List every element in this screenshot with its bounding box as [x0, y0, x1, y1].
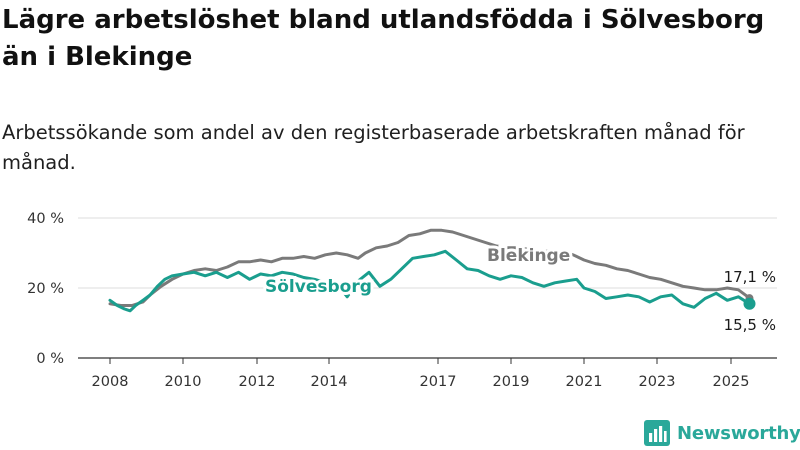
x-tick-label: 2023 — [639, 374, 676, 390]
end-point-solvesborg — [743, 297, 756, 310]
x-tick-label: 2025 — [713, 374, 750, 390]
y-tick-label: 20 % — [27, 281, 64, 297]
series-line-s-lvesborg — [108, 249, 751, 313]
x-tick-label: 2014 — [311, 374, 348, 390]
end-value-label-solvesborg: 15,5 % — [724, 316, 776, 334]
y-tick-label: 40 % — [27, 211, 64, 227]
x-tick-label: 2021 — [566, 374, 603, 390]
y-tick-label: 0 % — [36, 351, 64, 367]
chart-subtitle: Arbetssökande som andel av den registerb… — [2, 121, 745, 174]
x-tick-label: 2010 — [165, 374, 202, 390]
end-value-label-blekinge: 17,1 % — [724, 268, 776, 286]
brand-logo[interactable]: Newsworthy — [644, 420, 800, 446]
x-tick-label: 2012 — [239, 374, 276, 390]
brand-name: Newsworthy — [677, 422, 800, 444]
chart-title: Lägre arbetslöshet bland utlandsfödda i … — [2, 5, 765, 72]
x-tick-label: 2017 — [420, 374, 457, 390]
series-label-solvesborg: Sölvesborg — [265, 277, 372, 297]
newsworthy-logo-icon — [644, 420, 670, 446]
series-label-blekinge: Blekinge — [487, 246, 570, 266]
x-tick-label: 2008 — [92, 374, 129, 390]
x-tick-label: 2019 — [493, 374, 530, 390]
series-line-blekinge — [108, 228, 751, 307]
